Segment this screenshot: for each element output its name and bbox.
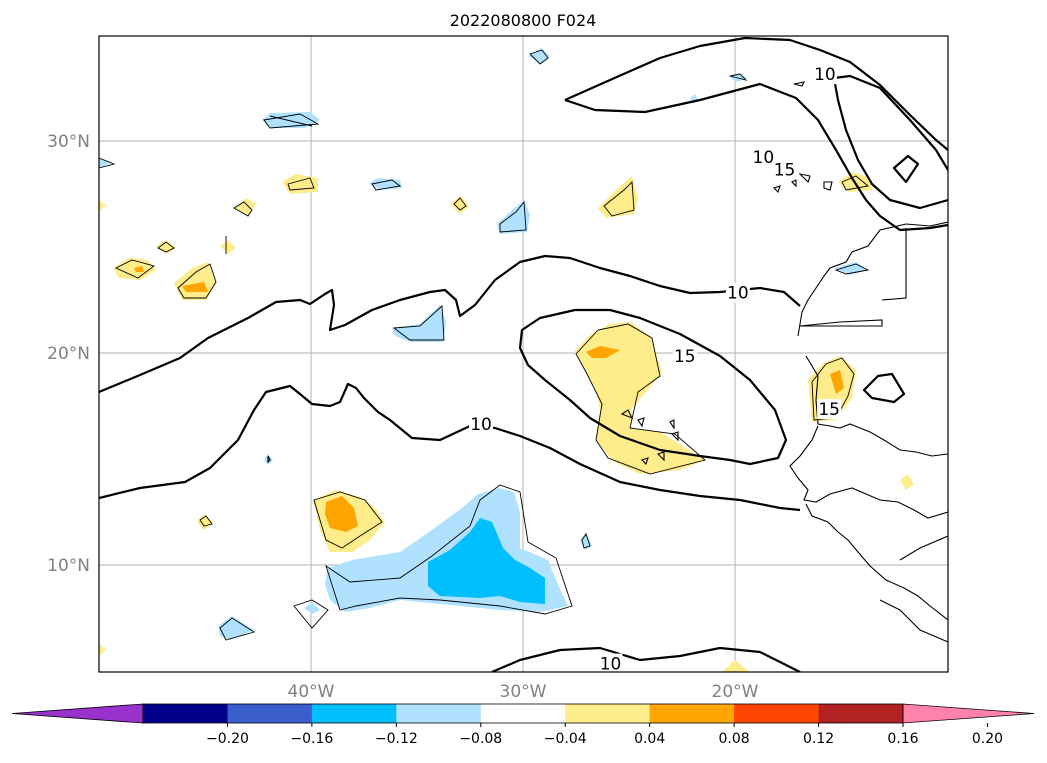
positive-fill-patch xyxy=(220,240,236,254)
negative-fill-patch xyxy=(304,602,320,614)
latitude-labels: 10°N 20°N 30°N xyxy=(47,132,90,576)
lon-label-40w: 40°W xyxy=(288,682,335,702)
positive-fill-patch xyxy=(99,200,106,212)
colorbar-tick-label: −0.08 xyxy=(459,731,502,747)
contour-label: 15 xyxy=(674,347,696,367)
contour-label: 10 xyxy=(470,415,492,435)
colorbar-tick-label: 0.16 xyxy=(887,731,918,747)
contour-15-ne xyxy=(833,74,948,171)
contour-10-bottom xyxy=(491,646,801,672)
positive-fill-patch xyxy=(197,514,213,530)
colorbar-segment xyxy=(565,704,651,723)
colorbar-segment xyxy=(396,704,482,723)
colorbar: −0.20 −0.16 −0.12 −0.08 −0.04 0.04 0.08 0.12 0.1… xyxy=(11,703,1035,747)
cape-verde-islands xyxy=(620,409,679,466)
contour-10-south xyxy=(99,382,801,512)
colorbar-tick-label: −0.20 xyxy=(206,731,249,747)
colorbar-segment xyxy=(311,704,397,723)
lat-label-30n: 30°N xyxy=(47,132,90,152)
contour-label: 15 xyxy=(818,400,840,420)
contour-label-background xyxy=(817,399,842,420)
positive-fill-patch xyxy=(900,474,914,490)
coastline-morocco xyxy=(797,221,948,337)
map-title: 2022080800 F024 xyxy=(450,11,597,30)
lon-label-30w: 30°W xyxy=(500,682,547,702)
lon-label-20w: 20°W xyxy=(712,682,759,702)
positive-fill-patch xyxy=(722,660,750,672)
plot-frame xyxy=(98,35,949,673)
contour-15-ne-lower xyxy=(832,77,948,210)
negative-fill-patch xyxy=(497,200,530,234)
colorbar-segment xyxy=(649,704,735,723)
thick-contours xyxy=(99,36,948,672)
contour-label: 10 xyxy=(727,284,749,304)
contour-10-north xyxy=(99,254,801,394)
positive-fill-patch-core xyxy=(325,496,358,532)
colorbar-segment xyxy=(143,704,228,723)
contour-label-background xyxy=(751,146,776,167)
lat-label-10n: 10°N xyxy=(47,556,90,576)
colorbar-segment xyxy=(227,704,313,723)
contour-closed-small xyxy=(892,154,920,184)
positive-fill-cape-verde-core xyxy=(586,346,620,358)
contour-10-ne xyxy=(564,82,948,232)
colorbar-segment xyxy=(480,704,566,723)
negative-fill-patch xyxy=(99,158,112,168)
contour-label: 10 xyxy=(814,65,836,85)
contour-label-background xyxy=(469,413,494,434)
positive-fill-patch xyxy=(282,174,318,194)
borders-west-africa xyxy=(879,535,948,643)
lat-label-20n: 20°N xyxy=(47,344,90,364)
positive-fill-patch xyxy=(156,240,176,254)
border-western-sahara xyxy=(799,228,907,327)
small-islands xyxy=(267,81,805,464)
contour-label-background xyxy=(672,346,697,367)
colorbar-extension-max xyxy=(902,703,1035,724)
coastline-mauritania xyxy=(805,355,948,457)
positive-fill-cape-verde xyxy=(574,322,705,474)
positive-fill-patch-core xyxy=(182,282,208,292)
contour-15-cape-verde xyxy=(518,308,788,466)
colorbar-tick-label: −0.16 xyxy=(290,731,333,747)
contour-label-background xyxy=(598,653,623,672)
coastline-senegal xyxy=(789,425,948,519)
contour-10-north-upper xyxy=(564,36,948,151)
negative-fill-atlantic-south-core xyxy=(428,518,545,604)
contour-label: 10 xyxy=(600,655,622,675)
positive-fill-patch-core xyxy=(830,370,844,394)
positive-fill-patch xyxy=(450,196,469,214)
positive-fill-patch-core xyxy=(134,266,144,272)
colorbar-extension-min xyxy=(11,703,144,724)
contour-label-background xyxy=(725,282,750,303)
colorbar-tick-label: 0.20 xyxy=(972,731,1003,747)
colorbar-tick-label: 0.12 xyxy=(803,731,834,747)
contour-label-background xyxy=(812,64,837,85)
colorbar-segment xyxy=(818,704,904,723)
contour-label-background xyxy=(772,159,797,180)
contour-label: 15 xyxy=(774,161,796,181)
contour-label: 10 xyxy=(753,148,775,168)
colorbar-tick-label: −0.12 xyxy=(375,731,418,747)
longitude-labels: 40°W 30°W 20°W xyxy=(288,682,759,702)
anomaly-thin-contours xyxy=(99,49,870,641)
negative-fill-patch xyxy=(528,48,550,64)
colorbar-segment xyxy=(734,704,820,723)
coastline-guinea xyxy=(805,503,948,621)
coastlines xyxy=(267,81,948,643)
contour-15-africa xyxy=(862,372,906,404)
colorbar-tick-label: −0.04 xyxy=(544,731,587,747)
colorbar-frame xyxy=(142,703,904,724)
positive-fill-patch xyxy=(99,644,106,656)
colorbar-tick-label: 0.04 xyxy=(634,731,665,747)
colorbar-tick-label: 0.08 xyxy=(719,731,750,747)
